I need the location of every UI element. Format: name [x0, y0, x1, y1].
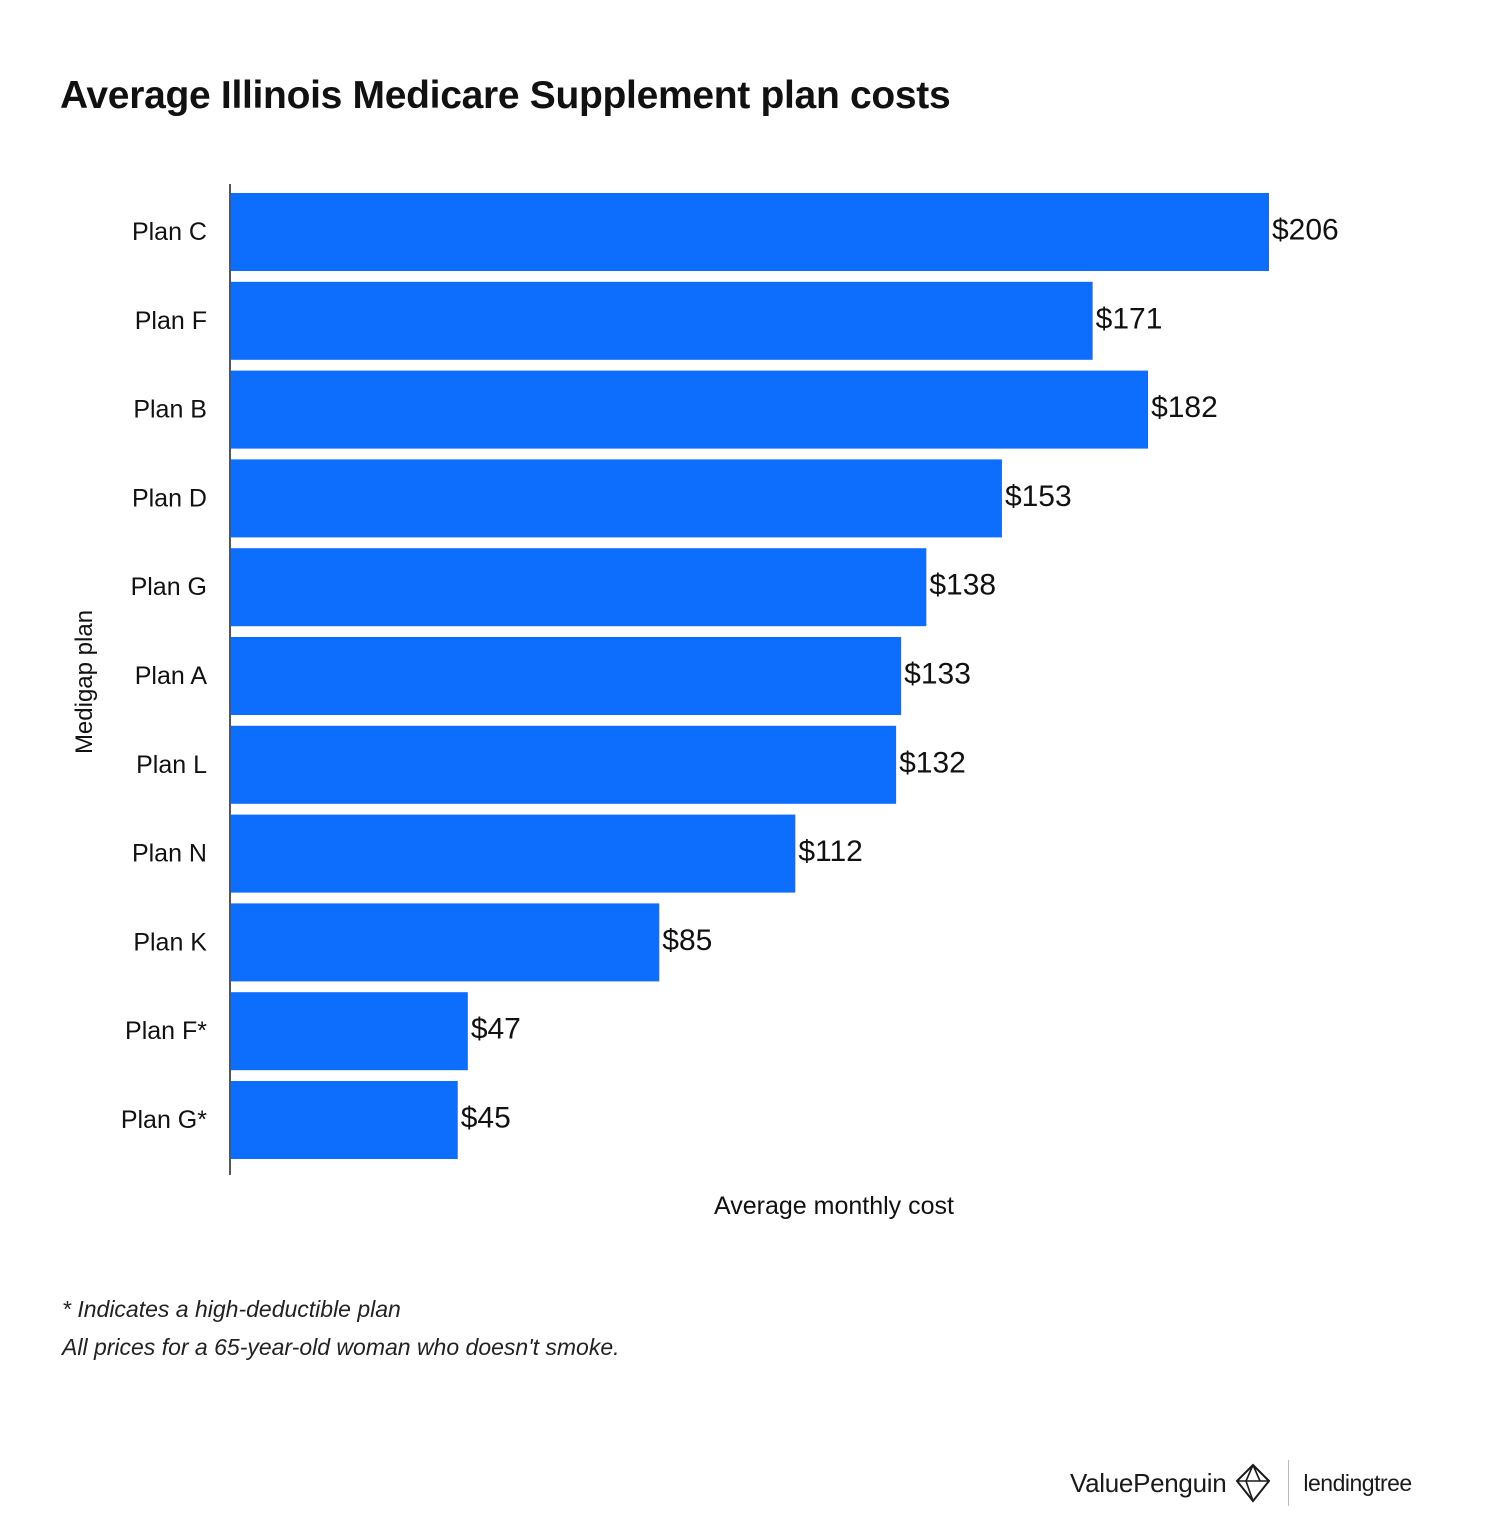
y-tick-label: Plan G* [121, 1106, 207, 1134]
value-label: $47 [471, 1013, 521, 1046]
value-label: $45 [461, 1102, 511, 1135]
bars-group [231, 193, 1269, 1159]
y-tick-label: Plan N [132, 840, 207, 868]
y-tick-label: Plan A [135, 662, 208, 690]
y-tick-label: Plan F* [125, 1017, 207, 1045]
brand-footer: ValuePenguin lendingtree [1070, 1460, 1412, 1506]
y-tick-label: Plan L [136, 751, 207, 779]
bar-plan-n [231, 814, 796, 893]
bar-plan-g [231, 548, 927, 627]
value-label: $171 [1096, 302, 1163, 335]
y-tick-labels: Plan C Plan F Plan B Plan D Plan G Plan A Plan… [121, 218, 207, 1134]
value-label: $206 [1272, 214, 1339, 247]
x-axis-label: Average monthly cost [714, 1192, 954, 1220]
value-labels: $206 $171 $182 $153 $138 $133 $132 $112 $85 $47 $4… [461, 214, 1339, 1135]
value-label: $133 [904, 658, 971, 691]
bar-plan-d [231, 459, 1002, 538]
bar-plan-c [231, 193, 1269, 271]
y-axis-label: Medigap plan [71, 609, 98, 755]
valuepenguin-logo-text: ValuePenguin [1070, 1467, 1227, 1498]
bar-plan-l [231, 725, 897, 804]
bar-plan-g [231, 1081, 458, 1159]
bar-plan-a [231, 637, 902, 715]
bar-plan-b [231, 370, 1149, 449]
y-tick-label: Plan B [133, 396, 207, 424]
value-label: $138 [929, 569, 996, 602]
value-label: $153 [1005, 480, 1072, 513]
bar-plan-k [231, 903, 660, 982]
y-tick-label: Plan K [133, 928, 207, 956]
footnote-demographics: All prices for a 65-year-old woman who d… [62, 1334, 620, 1360]
brand-divider [1288, 1460, 1290, 1506]
value-label: $112 [798, 835, 863, 868]
y-tick-label: Plan D [132, 484, 207, 512]
value-label: $85 [662, 924, 712, 957]
valuepenguin-logo-icon [1234, 1463, 1272, 1503]
bar-plan-f [231, 992, 468, 1071]
lendingtree-logo-text: lendingtree [1303, 1469, 1412, 1496]
value-label: $182 [1151, 391, 1218, 424]
value-label: $132 [899, 746, 966, 779]
bar-plan-f [231, 281, 1093, 360]
y-tick-label: Plan F [135, 307, 207, 335]
y-tick-label: Plan C [132, 218, 207, 246]
footnote-high-deductible: * Indicates a high-deductible plan [62, 1296, 401, 1322]
chart-title: Average Illinois Medicare Supplement pla… [60, 74, 951, 117]
y-tick-label: Plan G [131, 573, 207, 601]
